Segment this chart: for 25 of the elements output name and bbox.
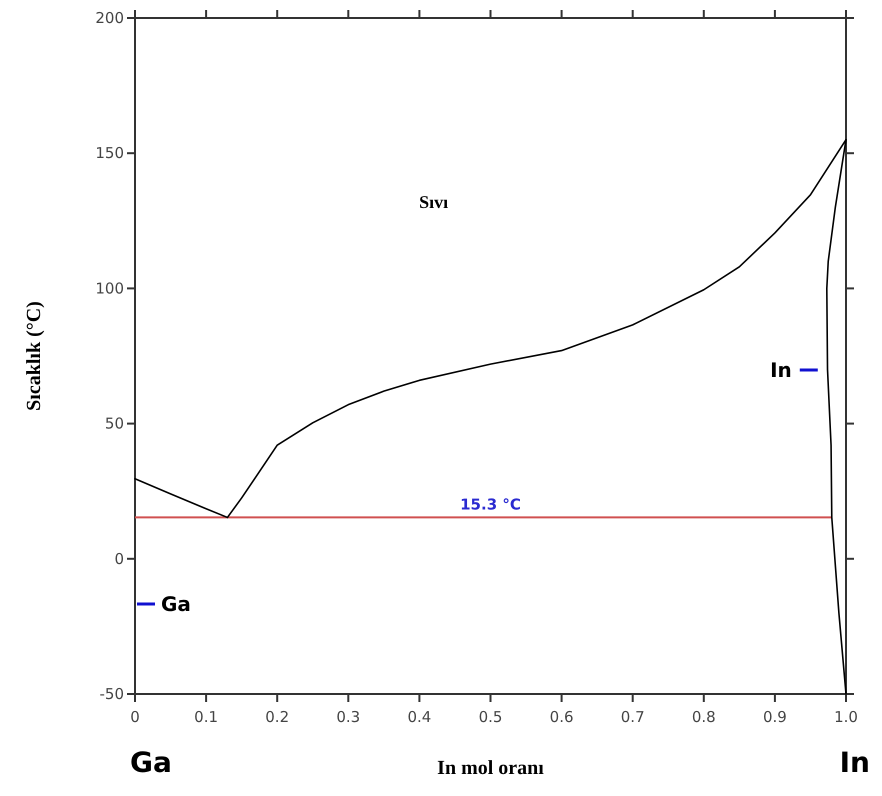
y-tick-label: 100 xyxy=(95,279,124,298)
x-tick-label: 0 xyxy=(130,708,140,726)
y-tick-label: 0 xyxy=(114,550,124,568)
x-axis-title: In mol oranı xyxy=(437,757,544,779)
annotation: In xyxy=(770,358,792,382)
x-tick-label: 0.5 xyxy=(478,708,502,726)
y-tick-label: 50 xyxy=(104,414,124,433)
ref-line-label: 15.3 °C xyxy=(460,495,521,514)
y-axis-title: Sıcaklık (°C) xyxy=(23,301,45,411)
x-tick-label: 0.3 xyxy=(336,708,360,726)
x-tick-label: 0.8 xyxy=(692,708,716,726)
x-tick-label: 0.9 xyxy=(762,708,787,726)
x-tick-label: 0.1 xyxy=(194,708,218,726)
annotation: Ga xyxy=(161,592,191,616)
x-tick-label: 0.2 xyxy=(265,708,290,726)
text: Ga xyxy=(130,746,172,779)
y-tick-label: 150 xyxy=(95,144,124,162)
annotation: Sıvı xyxy=(419,192,448,212)
x-tick-label: 0.4 xyxy=(407,708,432,726)
x-tick-label: 1.0 xyxy=(834,708,858,726)
text: In xyxy=(840,746,870,779)
x-tick-label: 0.6 xyxy=(550,708,574,726)
x-tick-label: 0.7 xyxy=(620,708,645,726)
y-tick-label: 200 xyxy=(95,9,124,27)
y-tick-label: -50 xyxy=(100,685,124,703)
